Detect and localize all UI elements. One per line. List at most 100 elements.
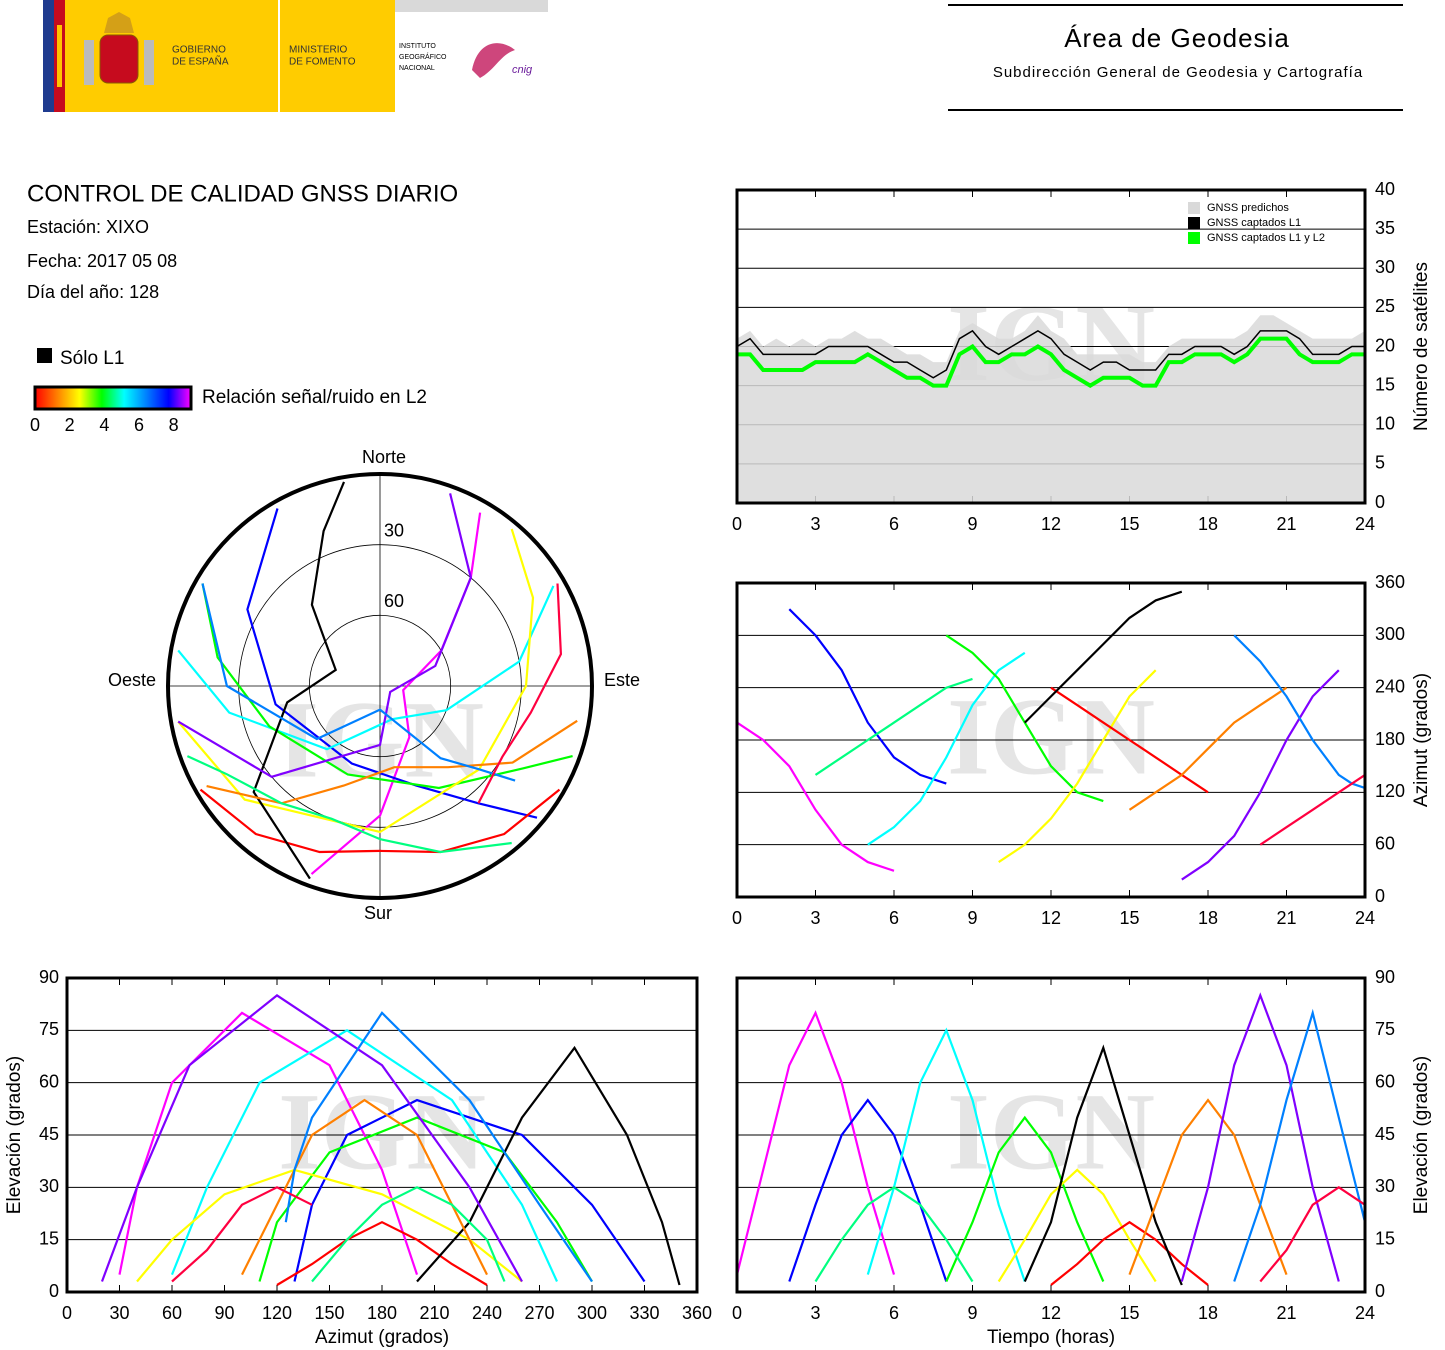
y-axis-label: Elevación (grados) xyxy=(4,1056,25,1214)
y-tick-label: 0 xyxy=(49,1281,59,1301)
satellite-track xyxy=(258,1116,593,1283)
y-tick-label: 0 xyxy=(1375,1281,1385,1301)
x-tick-label: 21 xyxy=(1276,1303,1296,1323)
track-group xyxy=(737,992,1365,1286)
x-tick-label: 90 xyxy=(214,1303,234,1323)
satellite-track xyxy=(1050,1220,1209,1286)
legend-swatch xyxy=(1188,232,1200,244)
x-tick-label: 15 xyxy=(1119,514,1139,534)
legend-label: GNSS captados L1 y L2 xyxy=(1207,232,1325,244)
plot-frame xyxy=(735,188,1367,505)
y-tick-label: 25 xyxy=(1375,296,1395,316)
y-axis-label: Elevación (grados) xyxy=(1411,1056,1432,1214)
report-line: Día del año: 128 xyxy=(27,282,159,302)
y-tick-label: 15 xyxy=(39,1228,59,1248)
satellite-track xyxy=(1023,1044,1183,1286)
x-tick-label: 300 xyxy=(577,1303,607,1323)
x-tick-label: 18 xyxy=(1198,514,1218,534)
x-tick-label: 21 xyxy=(1276,908,1296,928)
x-tick-label: 9 xyxy=(967,1303,977,1323)
area-subtitle: Subdirección General de Geodesia y Carto… xyxy=(993,64,1363,81)
direction-label: Sur xyxy=(364,903,392,923)
logo-text: DE FOMENTO xyxy=(289,57,356,68)
y-tick-label: 0 xyxy=(1375,492,1385,512)
satellite-track xyxy=(252,481,346,880)
colorbar xyxy=(33,385,193,411)
satellite-track xyxy=(477,583,563,804)
r-tick-label: 30 xyxy=(384,520,404,540)
x-tick-label: 15 xyxy=(1119,1303,1139,1323)
r-tick-label: 60 xyxy=(384,591,404,611)
x-axis-label: Azimut (grados) xyxy=(315,1327,449,1348)
satellite-track xyxy=(100,994,523,1283)
x-tick-label: 9 xyxy=(967,514,977,534)
satellite-track xyxy=(1259,1185,1365,1283)
legend-label: GNSS predichos xyxy=(1207,202,1289,214)
satellite-track xyxy=(171,1186,313,1283)
x-tick-label: 3 xyxy=(810,1303,820,1323)
logo-bar xyxy=(395,0,548,12)
satellite-track xyxy=(737,721,895,872)
satellite-track xyxy=(1181,669,1340,881)
x-tick-label: 12 xyxy=(1041,514,1061,534)
satellite-track xyxy=(199,788,561,854)
y-tick-label: 90 xyxy=(39,967,59,987)
y-tick-label: 360 xyxy=(1375,572,1405,592)
track-group xyxy=(177,481,578,880)
satellite-track xyxy=(177,493,472,778)
logo-text: GEOGRÁFICO xyxy=(399,52,447,61)
direction-label: Este xyxy=(604,670,640,690)
x-tick-label: 9 xyxy=(967,908,977,928)
y-tick-label: 10 xyxy=(1375,414,1395,434)
x-axis-label: Tiempo (horas) xyxy=(987,1327,1115,1348)
plot-frame xyxy=(166,472,594,900)
y-tick-label: 40 xyxy=(1375,179,1395,199)
y-tick-label: 90 xyxy=(1375,967,1395,987)
legend-swatch xyxy=(1188,217,1200,229)
satellite-track xyxy=(1180,992,1340,1282)
plot-frame xyxy=(65,976,699,1294)
report-title: CONTROL DE CALIDAD GNSS DIARIO xyxy=(27,180,458,207)
y-tick-label: 300 xyxy=(1375,624,1405,644)
y-tick-label: 30 xyxy=(1375,257,1395,277)
satellite-track xyxy=(284,1011,593,1283)
x-tick-label: 24 xyxy=(1355,514,1375,534)
x-tick-label: 6 xyxy=(889,908,899,928)
eu-strip xyxy=(43,0,54,112)
satellite-track xyxy=(814,1185,974,1283)
x-tick-label: 210 xyxy=(419,1303,449,1323)
plot-frame xyxy=(735,581,1367,899)
logo-text: INSTITUTO xyxy=(399,43,436,50)
y-tick-label: 15 xyxy=(1375,374,1395,394)
track-group xyxy=(737,590,1365,881)
satellite-track xyxy=(997,1168,1157,1283)
y-tick-label: 0 xyxy=(1375,886,1385,906)
satellite-track xyxy=(998,669,1157,864)
y-tick-label: 45 xyxy=(1375,1124,1395,1144)
x-tick-label: 6 xyxy=(889,1303,899,1323)
y-tick-label: 30 xyxy=(1375,1176,1395,1196)
line xyxy=(736,329,1365,379)
x-tick-label: 6 xyxy=(889,514,899,534)
x-tick-label: 30 xyxy=(109,1303,129,1323)
satellite-track xyxy=(1259,773,1365,846)
colorbar-tick-label: 0 xyxy=(30,415,40,435)
direction-label: Norte xyxy=(362,447,406,467)
x-tick-label: 0 xyxy=(732,1303,742,1323)
y-axis-label: Azimut (grados) xyxy=(1411,673,1432,807)
y-tick-label: 240 xyxy=(1375,676,1405,696)
y-axis-label: Número de satélites xyxy=(1411,262,1432,431)
cnig-logo xyxy=(472,43,515,78)
x-tick-label: 360 xyxy=(682,1303,712,1323)
area xyxy=(737,315,1365,503)
report-line: Estación: XIXO xyxy=(27,217,149,237)
watermark: IGN xyxy=(947,1070,1155,1192)
x-tick-label: 0 xyxy=(732,514,742,534)
logo-text: NACIONAL xyxy=(399,65,435,72)
satellite-track xyxy=(737,1010,896,1275)
x-tick-label: 180 xyxy=(367,1303,397,1323)
logo-block xyxy=(280,0,395,112)
colorbar-label: Relación señal/ruido en L2 xyxy=(202,387,427,408)
y-tick-label: 20 xyxy=(1375,335,1395,355)
logo-text: MINISTERIO xyxy=(289,45,348,56)
